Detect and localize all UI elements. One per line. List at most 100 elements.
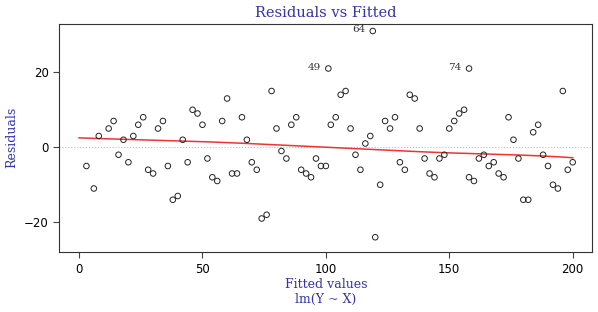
Point <box>153 126 163 131</box>
Point <box>464 66 474 71</box>
Point <box>365 134 375 139</box>
Point <box>212 178 222 183</box>
Point <box>376 182 385 187</box>
Point <box>158 119 167 124</box>
Point <box>94 134 103 139</box>
Point <box>563 167 572 172</box>
Point <box>400 167 410 172</box>
Point <box>311 156 321 161</box>
Point <box>489 160 499 165</box>
Point <box>331 115 340 120</box>
Point <box>89 186 99 191</box>
Point <box>350 152 360 157</box>
Point <box>405 92 414 97</box>
Point <box>568 160 578 165</box>
Point <box>168 197 178 202</box>
Point <box>203 156 212 161</box>
Point <box>430 175 440 180</box>
Point <box>208 175 217 180</box>
Y-axis label: Residuals: Residuals <box>5 107 19 168</box>
Point <box>464 175 474 180</box>
Point <box>104 126 114 131</box>
Point <box>138 115 148 120</box>
Point <box>558 89 568 94</box>
Point <box>133 122 143 127</box>
Point <box>390 115 399 120</box>
Point <box>227 171 237 176</box>
Point <box>543 163 553 168</box>
Point <box>82 163 91 168</box>
Point <box>297 167 306 172</box>
Point <box>262 212 271 217</box>
Point <box>425 171 434 176</box>
Point <box>198 122 208 127</box>
Point <box>286 122 296 127</box>
Point <box>129 134 138 139</box>
Point <box>514 156 523 161</box>
Point <box>509 137 518 142</box>
Point <box>282 156 291 161</box>
Point <box>257 216 267 221</box>
Point <box>504 115 513 120</box>
Point <box>277 149 286 154</box>
Point <box>148 171 158 176</box>
Point <box>321 163 331 168</box>
Point <box>484 163 493 168</box>
Point <box>114 152 123 157</box>
Point <box>193 111 202 116</box>
Point <box>252 167 261 172</box>
Point <box>479 152 489 157</box>
Point <box>183 160 193 165</box>
Point <box>370 235 380 240</box>
Point <box>499 175 508 180</box>
Point <box>341 89 350 94</box>
Point <box>237 115 247 120</box>
Point <box>316 163 326 168</box>
Point <box>124 160 133 165</box>
Point <box>548 182 558 187</box>
Text: 64: 64 <box>352 25 365 34</box>
Point <box>291 115 301 120</box>
Point <box>435 156 444 161</box>
Point <box>380 119 390 124</box>
Point <box>188 107 197 112</box>
Point <box>118 137 128 142</box>
Point <box>538 152 548 157</box>
Point <box>356 167 365 172</box>
Point <box>346 126 355 131</box>
Point <box>529 130 538 135</box>
Point <box>247 160 257 165</box>
Point <box>144 167 153 172</box>
Point <box>324 66 333 71</box>
Point <box>361 141 370 146</box>
Point <box>267 89 276 94</box>
Point <box>454 111 464 116</box>
Point <box>218 119 227 124</box>
Point <box>222 96 232 101</box>
Point <box>368 28 377 33</box>
X-axis label: Fitted values
lm(Y ~ X): Fitted values lm(Y ~ X) <box>285 278 367 306</box>
Point <box>173 193 182 198</box>
Point <box>440 152 449 157</box>
Point <box>518 197 528 202</box>
Point <box>271 126 281 131</box>
Point <box>459 107 469 112</box>
Point <box>301 171 311 176</box>
Point <box>469 178 479 183</box>
Point <box>306 175 316 180</box>
Point <box>109 119 118 124</box>
Point <box>395 160 405 165</box>
Point <box>410 96 420 101</box>
Point <box>523 197 533 202</box>
Text: 74: 74 <box>448 63 462 72</box>
Point <box>494 171 504 176</box>
Text: 49: 49 <box>308 63 321 72</box>
Point <box>163 163 173 168</box>
Point <box>444 126 454 131</box>
Point <box>474 156 484 161</box>
Point <box>553 186 563 191</box>
Point <box>178 137 188 142</box>
Point <box>450 119 459 124</box>
Point <box>326 122 335 127</box>
Point <box>415 126 425 131</box>
